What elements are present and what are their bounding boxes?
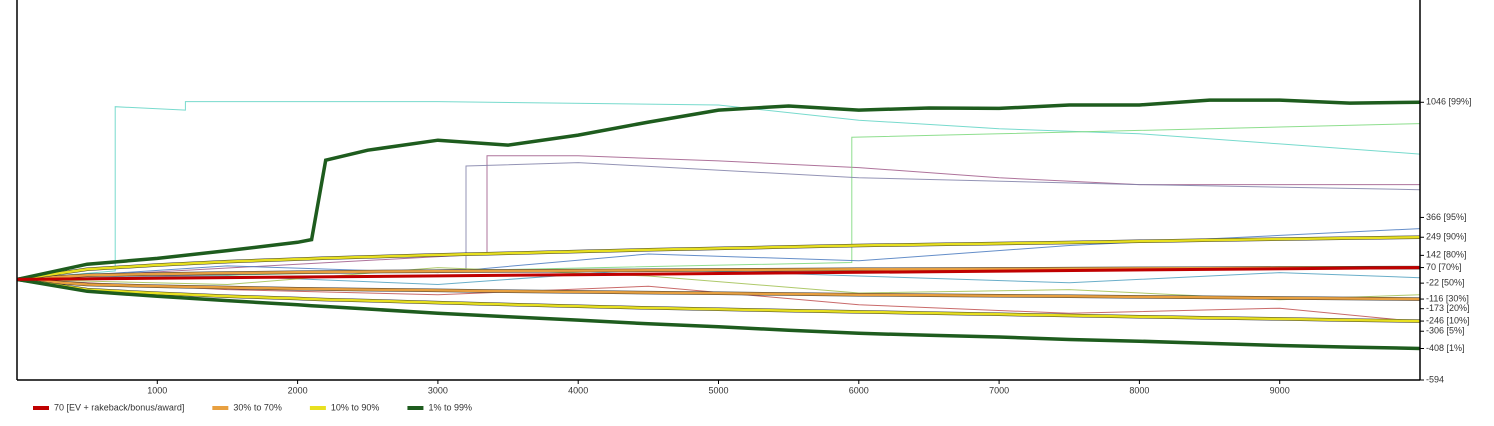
y-tick-label: 366 [95%] (1426, 212, 1467, 222)
y-tick-label: -594 (1426, 374, 1444, 384)
legend-label: 1% to 99% (428, 402, 472, 412)
sample-path (16, 228, 1421, 280)
y-tick-label: 1046 [99%] (1426, 97, 1472, 107)
y-tick-label: -22 [50%] (1426, 278, 1465, 288)
x-tick-label: 1000 (147, 385, 167, 395)
y-tick-label: -173 [20%] (1426, 303, 1470, 313)
band-line (16, 235, 1421, 281)
legend-label: 70 [EV + rakeback/bonus/award] (54, 402, 184, 412)
legend-label: 10% to 90% (331, 402, 380, 412)
sample-path (16, 162, 1421, 280)
x-tick-label: 5000 (708, 385, 728, 395)
band-line (16, 277, 1421, 351)
x-tick-label: 6000 (849, 385, 869, 395)
y-tick-label: 70 [70%] (1426, 262, 1462, 272)
x-tick-label: 4000 (568, 385, 588, 395)
band-line (16, 278, 1421, 323)
x-tick-label: 3000 (428, 385, 448, 395)
ev-line (16, 266, 1421, 281)
band-line (16, 98, 1421, 282)
sample-path (16, 278, 1421, 323)
x-tick-label: 2000 (288, 385, 308, 395)
sample-path (16, 101, 1421, 280)
sample-path (16, 155, 1420, 280)
y-tick-label: -246 [10%] (1426, 315, 1470, 325)
y-tick-label: 142 [80%] (1426, 250, 1467, 260)
y-tick-label: 249 [90%] (1426, 232, 1467, 242)
sample-path (16, 123, 1421, 280)
y-tick-label: -408 [1%] (1426, 343, 1465, 353)
x-tick-label: 8000 (1129, 385, 1149, 395)
x-tick-label: 7000 (989, 385, 1009, 395)
legend-label: 30% to 70% (233, 402, 282, 412)
y-tick-label: -116 [30%] (1426, 293, 1469, 303)
band-line (16, 278, 1421, 301)
y-tick-label: -306 [5%] (1426, 326, 1465, 336)
x-tick-label: 9000 (1270, 385, 1290, 395)
